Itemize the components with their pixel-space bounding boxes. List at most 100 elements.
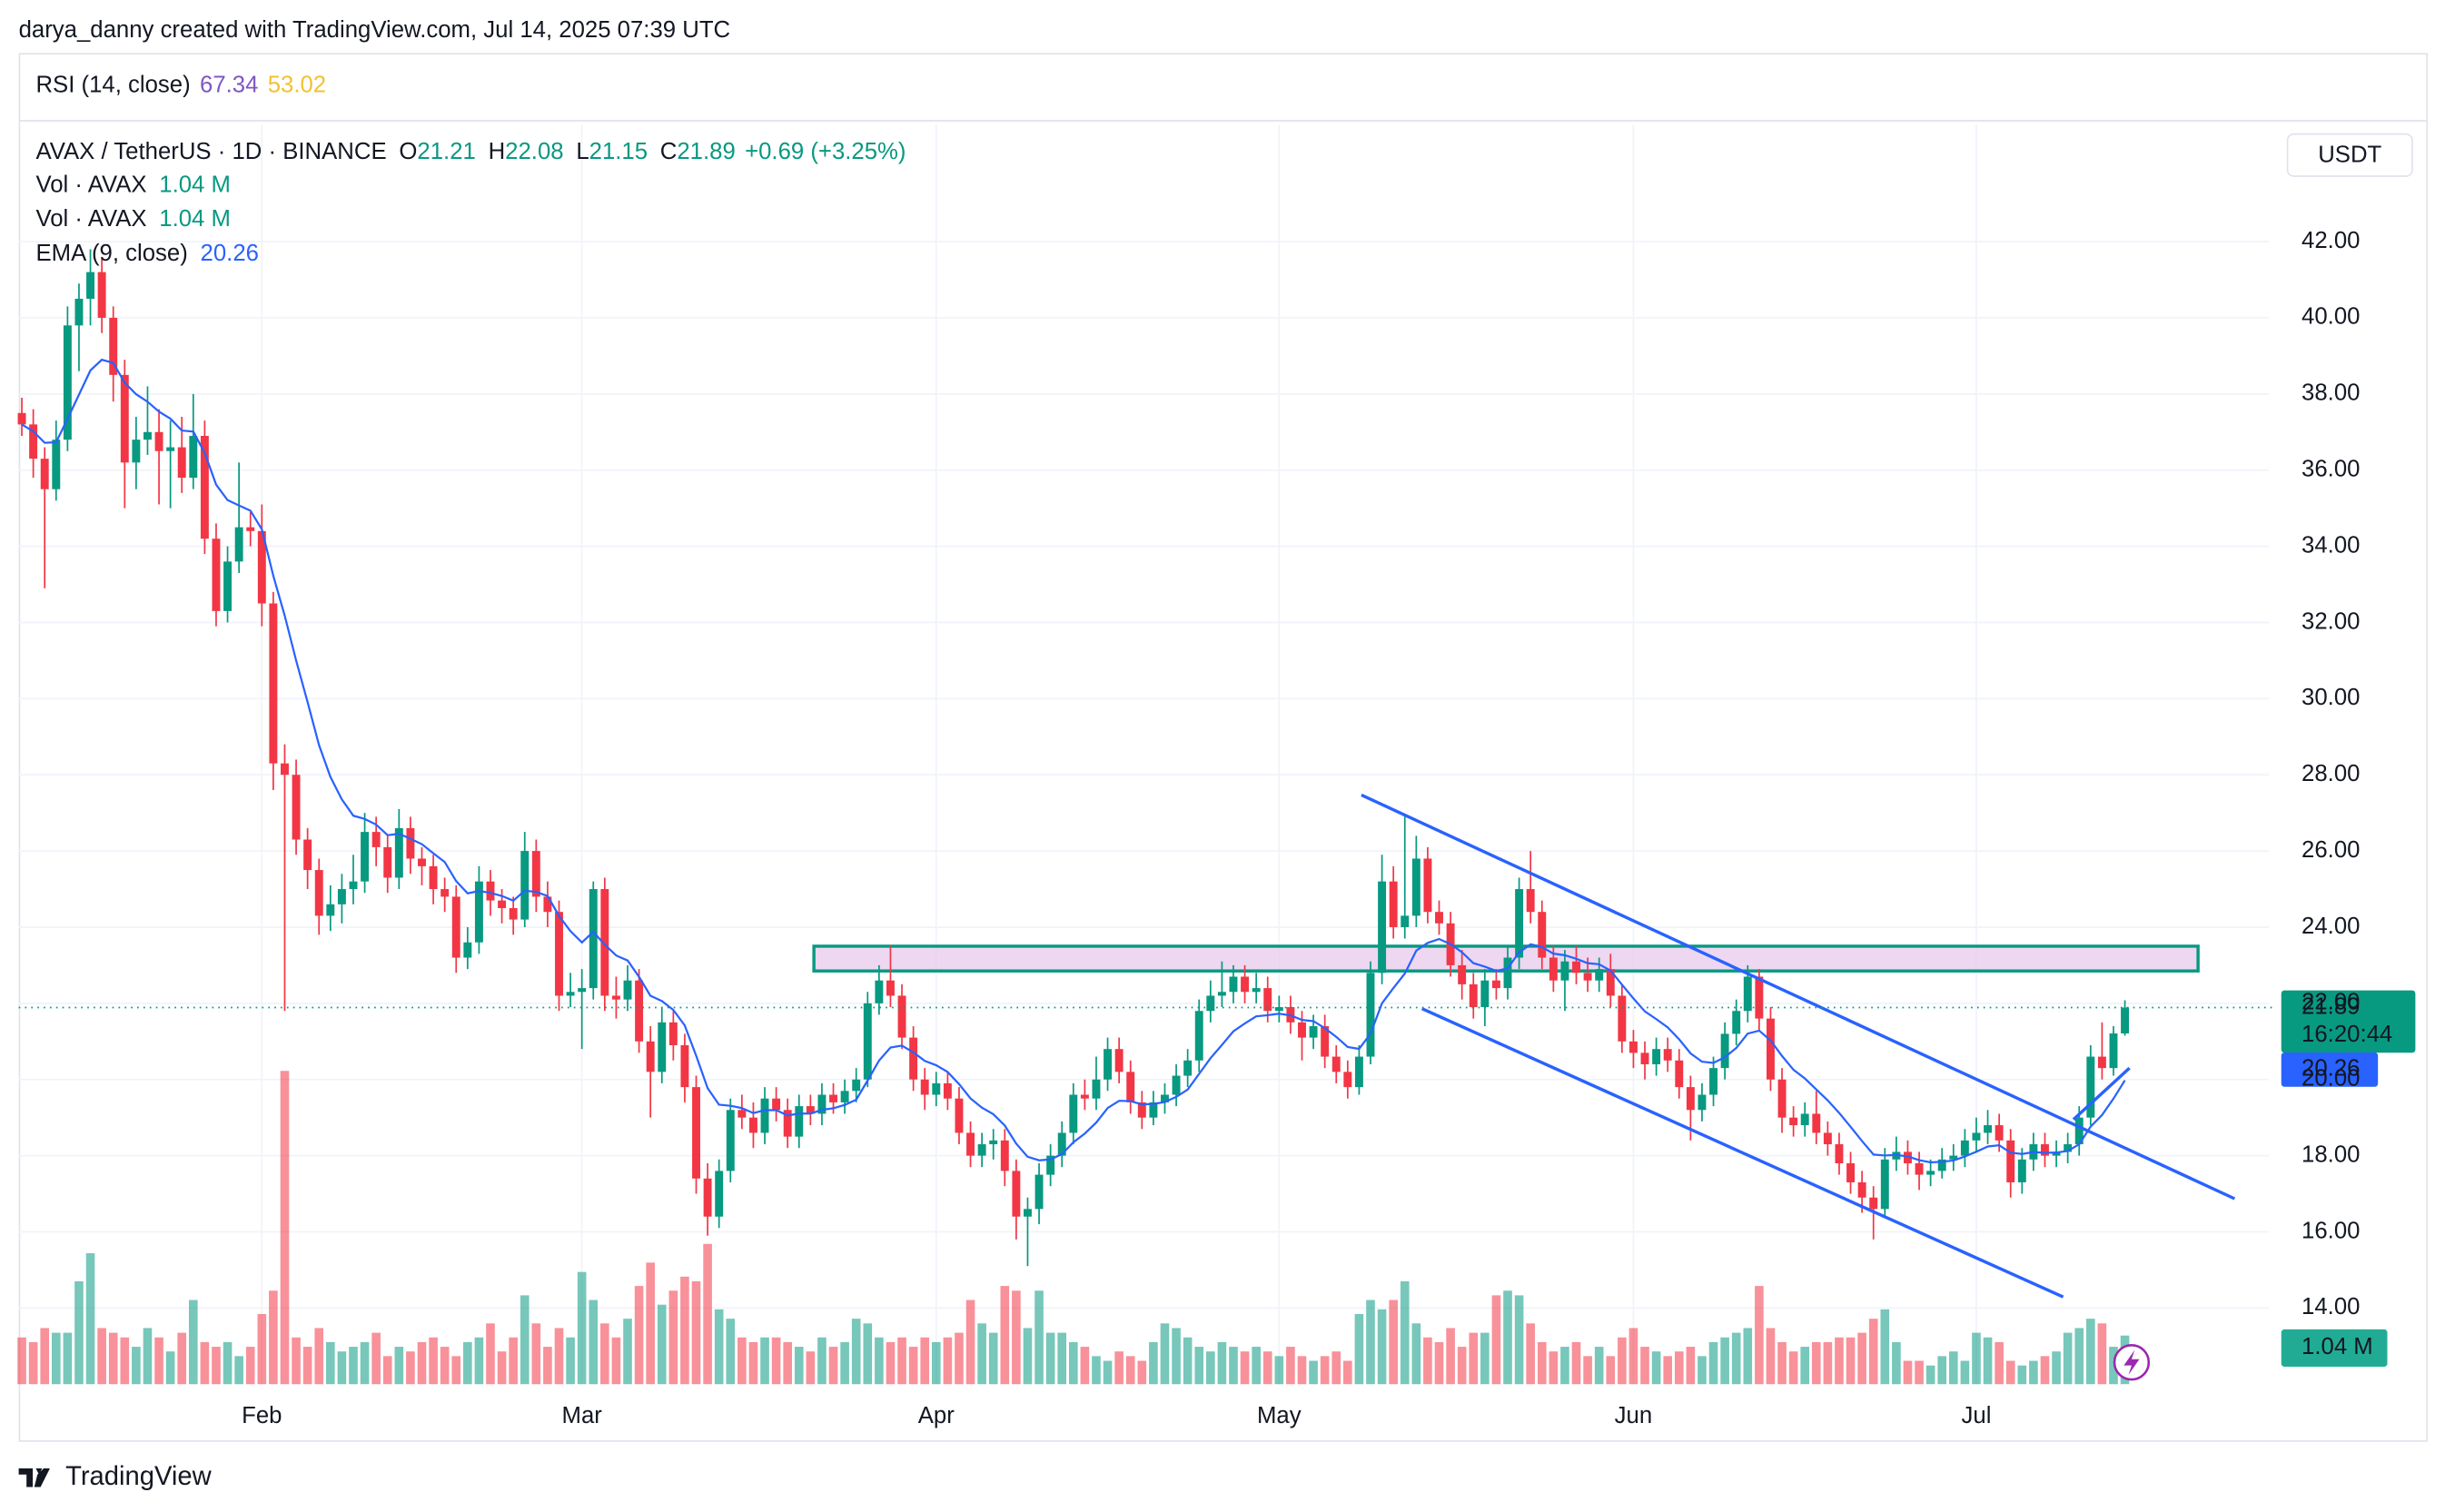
y-tick-label: 30.00: [2301, 685, 2360, 710]
volume-bar: [1183, 1337, 1193, 1385]
volume-bar: [988, 1332, 998, 1385]
volume-bar: [886, 1341, 896, 1385]
candle-body: [1161, 1094, 1169, 1102]
volume-bar: [360, 1341, 370, 1385]
candle-body: [715, 1171, 724, 1217]
candle-body: [1274, 1007, 1283, 1012]
candle-body: [1823, 1132, 1832, 1145]
volume-bar: [417, 1341, 427, 1385]
candle-body: [2074, 1117, 2084, 1145]
candle-body: [257, 530, 266, 604]
candle-body: [63, 325, 72, 440]
volume-bar: [1766, 1328, 1776, 1385]
volume-bar: [1262, 1351, 1272, 1385]
candle-body: [463, 942, 472, 958]
candle-body: [132, 440, 141, 463]
logo-mark: [18, 1468, 50, 1487]
candle-body: [1995, 1125, 2004, 1141]
volume-bar: [474, 1337, 484, 1385]
ema-line: [21, 358, 2126, 1164]
volume-bar: [143, 1328, 153, 1385]
volume-bar: [714, 1309, 724, 1385]
volume-bar: [965, 1300, 975, 1385]
currency[interactable]: USDT: [2318, 142, 2381, 167]
volume-bar: [1343, 1360, 1352, 1385]
volume-bar: [382, 1356, 392, 1385]
x-tick-label: Mar: [562, 1403, 603, 1428]
volume-bar: [2086, 1319, 2095, 1385]
candle-body: [772, 1098, 781, 1111]
volume-bar: [1811, 1341, 1821, 1385]
volume-bar: [337, 1351, 347, 1385]
candle-body: [418, 858, 426, 866]
candle-body: [498, 900, 507, 909]
candle-body: [1960, 1140, 1969, 1156]
volume-bar: [1103, 1360, 1113, 1385]
candle-body: [292, 775, 301, 840]
candle-body: [109, 317, 118, 375]
volume-bar: [1000, 1286, 1010, 1385]
volume-bar: [726, 1319, 736, 1385]
volume-bar: [611, 1337, 621, 1385]
ema-badge: [2281, 1052, 2379, 1087]
volume-bar: [200, 1341, 210, 1385]
volume-bar: [691, 1280, 701, 1385]
candle-body: [1206, 995, 1215, 1012]
volume-bar: [1686, 1347, 1696, 1385]
currency-button[interactable]: [2286, 133, 2413, 177]
candle-body: [1538, 912, 1547, 958]
y-tick-label: 26.00: [2301, 837, 2360, 863]
volume-bar: [1880, 1309, 1890, 1385]
volume-bar: [1514, 1295, 1524, 1385]
brand: TradingView: [65, 1462, 212, 1491]
y-tick-label: 16.00: [2301, 1218, 2360, 1243]
candle-body: [177, 447, 186, 479]
volume-bar: [2040, 1356, 2050, 1385]
candle-body: [1104, 1049, 1113, 1080]
volume-bar: [120, 1337, 130, 1385]
y-tick-label: 20.00: [2301, 1066, 2360, 1092]
candle-body: [1926, 1171, 1935, 1175]
candle-body: [1183, 1060, 1193, 1076]
volume-value: 1.04 M: [159, 206, 231, 232]
candle-body: [1835, 1144, 1844, 1164]
volume-bar: [302, 1347, 312, 1385]
candle-body: [829, 1094, 837, 1102]
trend-line: [1420, 1007, 2064, 1299]
candle-body: [1560, 961, 1569, 981]
candle-body: [1321, 1026, 1330, 1057]
volume-bar: [1503, 1290, 1512, 1385]
change: +0.69 (+3.25%): [745, 139, 906, 164]
candle-body: [234, 527, 243, 562]
volume-bar: [85, 1253, 95, 1385]
candle-body: [1000, 1140, 1009, 1171]
candle-body: [600, 889, 609, 996]
candle-body: [1480, 980, 1490, 1008]
candle-body: [531, 851, 540, 897]
trend-line: [2072, 1066, 2131, 1122]
candle-body: [2006, 1140, 2015, 1182]
candle-body: [74, 298, 84, 326]
volume-bar: [806, 1351, 816, 1385]
candle-body: [1628, 1041, 1638, 1053]
volume-bar: [566, 1337, 575, 1385]
volume-bar: [908, 1347, 918, 1385]
volume-bar: [2097, 1323, 2107, 1385]
candle-body: [1114, 1049, 1124, 1072]
candle-body: [623, 980, 632, 1000]
volume-bar: [828, 1347, 838, 1385]
x-tick-label: May: [1257, 1403, 1302, 1428]
candle-body: [1812, 1113, 1821, 1133]
high-label: H: [489, 139, 506, 164]
volume-bar: [1125, 1356, 1135, 1385]
volume-bar: [1526, 1323, 1535, 1385]
volume-bar: [1868, 1319, 1878, 1385]
candle-body: [1389, 881, 1398, 927]
candle-body: [1675, 1060, 1684, 1088]
volume-bar: [520, 1295, 530, 1385]
ema-legend: EMA (9, close) 20.26: [35, 241, 258, 266]
candle-body: [1572, 961, 1580, 973]
candle-body: [1755, 976, 1764, 1019]
volume-bar: [497, 1351, 507, 1385]
